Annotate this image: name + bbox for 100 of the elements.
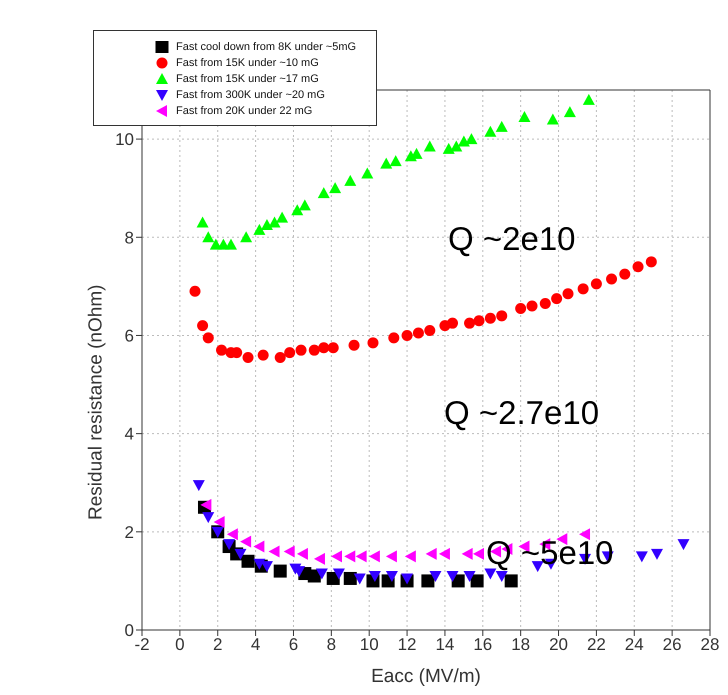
point — [291, 204, 304, 216]
x-tick-label: 10 — [360, 635, 379, 654]
point — [344, 174, 356, 186]
y-tick-label: 8 — [124, 228, 134, 248]
point — [200, 498, 212, 511]
point — [496, 571, 508, 582]
point — [380, 158, 392, 169]
point — [284, 545, 295, 558]
point — [344, 550, 356, 562]
point — [192, 480, 205, 492]
x-tick-label: 12 — [398, 635, 417, 654]
y-tick-label: 10 — [115, 130, 134, 150]
point — [223, 539, 236, 550]
x-tick-label: 24 — [624, 635, 644, 654]
point — [546, 113, 559, 124]
point — [260, 219, 273, 230]
point — [258, 350, 269, 361]
point — [216, 344, 228, 356]
point — [331, 550, 342, 562]
x-axis-title: Eacc (MV/m) — [371, 666, 481, 687]
point — [632, 261, 644, 272]
point — [344, 572, 357, 585]
point — [677, 539, 690, 550]
point — [562, 288, 574, 300]
point — [368, 571, 381, 582]
point — [253, 558, 266, 570]
point — [196, 216, 209, 228]
point — [328, 342, 339, 354]
point — [386, 550, 397, 562]
point — [314, 552, 325, 565]
point — [504, 574, 518, 588]
point — [368, 550, 380, 562]
x-tick-label: 4 — [250, 635, 260, 654]
point — [226, 528, 238, 540]
x-tick-label: 20 — [549, 635, 568, 654]
point — [458, 136, 470, 147]
point — [606, 274, 618, 284]
legend-label: Fast from 300K under ~20 mG — [176, 88, 325, 103]
point — [242, 554, 255, 568]
point — [496, 120, 508, 132]
point — [636, 551, 648, 562]
point — [390, 155, 402, 166]
point — [619, 268, 630, 280]
legend-label: Fast cool down from 8K under ~5mG — [176, 40, 356, 55]
annotation: Q ~2.7e10 — [444, 394, 600, 432]
point — [276, 212, 288, 223]
point — [224, 238, 237, 250]
x-tick-label: 2 — [213, 635, 222, 654]
point — [329, 182, 342, 194]
point — [240, 536, 252, 548]
point — [473, 548, 484, 560]
point — [590, 278, 602, 290]
y-tick-label: 6 — [124, 326, 134, 346]
point — [274, 564, 287, 578]
point — [421, 574, 434, 588]
point — [284, 347, 296, 358]
x-tick-label: 6 — [288, 635, 298, 654]
point — [429, 571, 442, 582]
point — [447, 318, 458, 329]
point — [515, 302, 526, 314]
point — [268, 216, 281, 228]
point — [388, 332, 400, 344]
x-tick-label: 28 — [700, 635, 720, 654]
point — [318, 342, 330, 354]
x-tick-label: 8 — [326, 635, 336, 654]
point — [582, 94, 595, 105]
point — [404, 550, 416, 562]
point — [214, 516, 225, 528]
point — [234, 548, 246, 560]
point — [240, 231, 252, 242]
point — [579, 528, 590, 540]
point — [438, 548, 450, 560]
point — [348, 340, 360, 351]
legend-label: Fast from 15K under ~17 mG — [176, 72, 319, 87]
x-tick-label: 26 — [662, 635, 682, 654]
y-axis-title: Residual resistance (nOhm) — [86, 284, 107, 520]
x-tick-label: -2 — [134, 635, 150, 654]
point — [426, 548, 437, 560]
point — [484, 312, 496, 324]
x-tick-label: 18 — [511, 635, 530, 654]
point — [318, 187, 330, 198]
point — [518, 111, 530, 122]
point — [402, 330, 413, 341]
point — [401, 573, 414, 584]
point — [564, 106, 576, 118]
x-tick-label: 22 — [586, 635, 606, 654]
point — [442, 142, 455, 154]
point — [462, 548, 473, 560]
point — [526, 300, 538, 312]
point — [268, 545, 280, 558]
point — [202, 231, 214, 242]
point — [202, 512, 214, 524]
point — [197, 320, 208, 332]
point — [424, 325, 436, 336]
point — [332, 568, 345, 580]
point — [496, 310, 508, 322]
point — [202, 332, 214, 344]
x-tick-label: 16 — [473, 635, 492, 654]
point — [412, 328, 424, 338]
point — [242, 352, 254, 364]
